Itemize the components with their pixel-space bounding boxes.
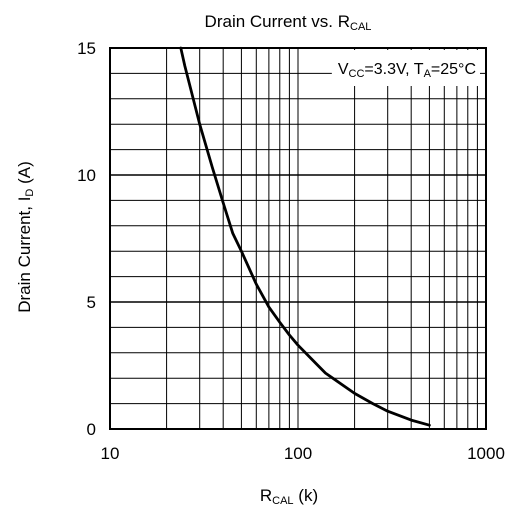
grid [110,48,486,429]
annotation-subscript: A [424,68,432,80]
y-tick-label: 0 [87,420,96,439]
x-axis-label: RCAL (k) [260,486,318,507]
annotation-segment: =3.3V, T [364,61,423,78]
x-axis-label-main: R [260,486,272,505]
chart-title-main: Drain Current vs. R [205,12,350,31]
y-tick-label: 10 [77,166,96,185]
y-tick-label: 15 [77,39,96,58]
chart-title: Drain Current vs. RCAL [205,12,372,33]
y-axis-ticks: 0 5 10 15 [77,39,96,439]
x-axis-label-unit: (k) [294,486,319,505]
x-tick-label: 100 [284,444,312,463]
x-axis-ticks: 10 100 1000 [101,444,505,463]
annotation-box: VCC=3.3V, TA=25°C [331,50,480,86]
annotation-segment: V [338,61,349,78]
annotation-background [331,50,480,86]
annotation-segment: =25°C [431,61,476,78]
y-axis-label-sub: D [24,189,36,197]
series-line [179,46,431,427]
y-axis-label-unit: (A) [15,161,34,188]
x-axis-label-sub: CAL [272,495,293,507]
chart-title-sub: CAL [350,21,371,33]
y-axis-label: Drain Current, ID (A) [15,161,36,313]
annotation-subscript: CC [349,68,365,80]
y-tick-label: 5 [87,293,96,312]
annotation-text: VCC=3.3V, TA=25°C [338,61,476,80]
y-axis-label-main: Drain Current, I [15,197,34,313]
x-tick-label: 1000 [467,444,505,463]
plot-frame [109,47,487,430]
x-tick-label: 10 [101,444,120,463]
